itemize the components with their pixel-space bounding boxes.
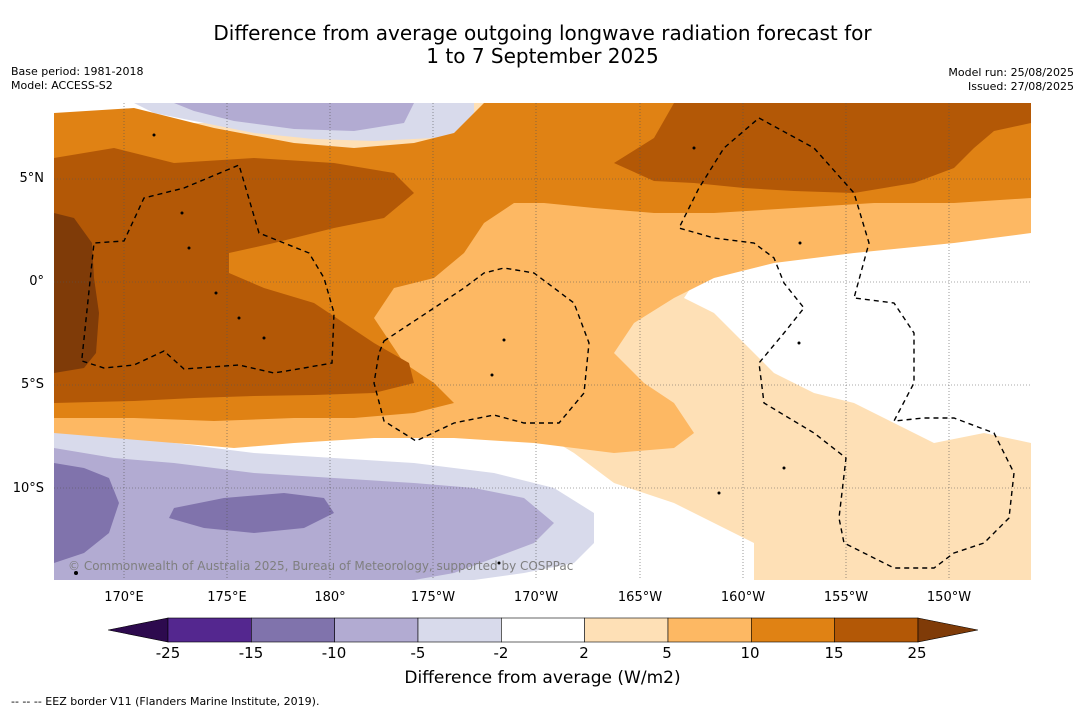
lat-label-5s: 5°S	[20, 377, 44, 392]
colorbar-under-arrow	[108, 617, 169, 643]
colorbar-tick-25: 25	[907, 644, 927, 662]
colorbar-tick-neg10: -10	[321, 644, 347, 662]
island	[782, 466, 786, 470]
lat-label-5n: 5°N	[19, 171, 45, 186]
colorbar-tick-neg25: -25	[155, 644, 181, 662]
island	[152, 133, 156, 137]
title-line-1: Difference from average outgoing longwav…	[213, 21, 872, 45]
colorbar-tick-5: 5	[662, 644, 672, 662]
meta-left: Base period: 1981-2018 Model: ACCESS-S2	[11, 65, 143, 93]
colorbar-over-arrow	[917, 617, 978, 643]
colorbar-bin	[251, 617, 335, 643]
colorbar-bin	[417, 617, 502, 643]
eez-borders	[81, 117, 1015, 569]
lon-label-150w: 150°W	[926, 590, 972, 605]
eez-border-kiribati-line-north	[677, 117, 1015, 569]
lon-label-175e: 175°E	[207, 590, 247, 605]
island	[798, 241, 802, 245]
colorbar	[108, 617, 978, 643]
base-period-text: Base period: 1981-2018	[11, 65, 144, 78]
colorbar-title: Difference from average (W/m2)	[404, 668, 681, 688]
eez-footnote: -- -- -- EEZ border V11 (Flanders Marine…	[11, 695, 320, 708]
eez-border-kiribati-gilbert	[81, 164, 335, 374]
island	[180, 211, 184, 215]
model-run-text: Model run: 25/08/2025	[948, 66, 1074, 79]
island	[502, 338, 506, 342]
meta-right: Model run: 25/08/2025 Issued: 27/08/2025	[948, 66, 1074, 94]
island	[692, 146, 696, 150]
island	[214, 291, 218, 295]
island	[262, 336, 266, 340]
colorbar-bin	[584, 617, 669, 643]
colorbar-tick-10: 10	[740, 644, 760, 662]
band-15-25-east	[614, 103, 1031, 193]
island	[497, 561, 501, 565]
graticule	[54, 103, 1031, 580]
island	[74, 571, 78, 575]
colorbar-bin	[334, 617, 419, 643]
model-text: Model: ACCESS-S2	[11, 79, 113, 92]
lon-label-160w: 160°W	[720, 590, 766, 605]
island	[490, 373, 494, 377]
colorbar-bin	[501, 617, 585, 643]
band-neg-top-mid	[174, 103, 414, 131]
band-neg10-neg15-center	[169, 493, 334, 533]
band-over-25	[54, 213, 99, 373]
white-region-east	[684, 223, 1031, 443]
map-title: Difference from average outgoing longwav…	[0, 22, 1085, 68]
band-15-25-west	[54, 148, 414, 403]
colorbar-tick-neg15: -15	[238, 644, 264, 662]
lon-label-155w: 155°W	[823, 590, 869, 605]
colorbar-bin	[167, 617, 252, 643]
lon-label-170e: 170°E	[104, 590, 144, 605]
lon-label-165w: 165°W	[617, 590, 663, 605]
issued-text: Issued: 27/08/2025	[967, 80, 1074, 93]
colorbar-tick-15: 15	[824, 644, 844, 662]
title-line-2: 1 to 7 September 2025	[426, 44, 659, 68]
island	[187, 246, 191, 250]
islands	[74, 133, 802, 575]
colorbar-tick-2: 2	[579, 644, 589, 662]
colorbar-bin	[834, 617, 919, 643]
lon-label-175w: 175°W	[410, 590, 456, 605]
colorbar-tick-neg5: -5	[410, 644, 426, 662]
colorbar-bin	[751, 617, 835, 643]
island	[797, 341, 801, 345]
island	[237, 316, 241, 320]
lat-label-10s: 10°S	[12, 481, 44, 496]
lat-label-0: 0°	[29, 274, 44, 289]
copyright-text: © Commonwealth of Australia 2025, Bureau…	[68, 559, 574, 573]
anomaly-map	[54, 103, 1031, 580]
eez-border-kiribati-phoenix	[373, 267, 590, 442]
lon-label-170w: 170°W	[513, 590, 559, 605]
island	[717, 491, 721, 495]
colorbar-tick-neg2: -2	[493, 644, 509, 662]
lon-label-180: 180°	[314, 590, 346, 605]
colorbar-bin	[667, 617, 752, 643]
